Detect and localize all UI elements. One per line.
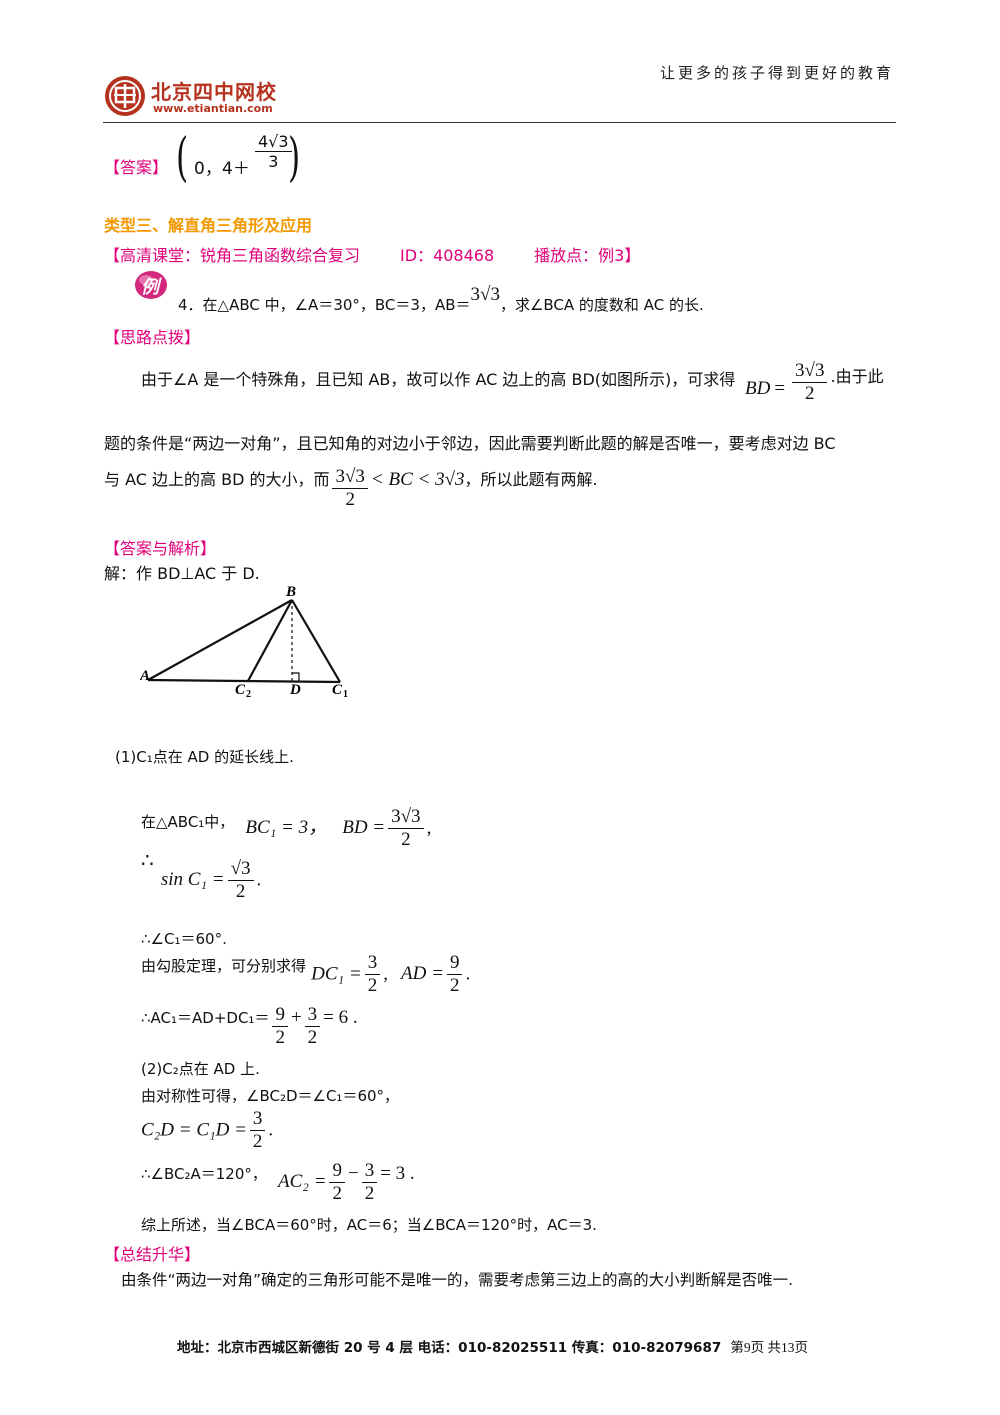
solution-label: 【答案与解析】: [104, 539, 217, 558]
summary-label: 【总结升华】: [104, 1245, 201, 1264]
hd-class-open: 【高清课堂：: [104, 246, 201, 265]
prev-answer-right-paren: ): [288, 128, 301, 188]
hint-line-2: 题的条件是“两边一对角”，且已知角的对边小于邻边，因此需要判断此题的解是否唯一，…: [104, 434, 836, 453]
example-badge-text: 例: [141, 277, 159, 298]
problem-part2: ，求∠BCA 的度数和 AC 的长.: [499, 296, 704, 314]
problem-ab-value: 3√3: [470, 284, 500, 305]
case-1-heading: (1)C₁点在 AD 的延长线上.: [115, 748, 294, 766]
hd-class-point: 播放点：例3】: [534, 246, 641, 265]
prev-answer-plus: 4＋: [222, 159, 250, 179]
problem-part1: 4．在△ABC 中，∠A＝30°，BC＝3，AB＝: [178, 296, 471, 314]
summary-text: 由条件“两边一对角”确定的三角形可能不是唯一的，需要考虑第三边上的高的大小判断解…: [121, 1271, 793, 1289]
prev-answer-left-paren: (: [176, 128, 189, 188]
hd-class-id: ID：408468: [400, 246, 495, 265]
label-b: B: [285, 584, 296, 600]
segment-bc1: [291, 599, 341, 683]
ac1-line: ∴AC₁＝AD+DC₁＝ 9 2 + 3 2 = 6 .: [141, 1004, 358, 1048]
segment-ac1: [147, 678, 341, 684]
problem-statement: 4．在△ABC 中，∠A＝30°，BC＝3，AB＝3√3，求∠BCA 的度数和 …: [178, 284, 704, 316]
hd-class-line: 【高清课堂：锐角三角函数综合复习 ID：408468 播放点：例3】: [104, 242, 640, 266]
page-footer: 地址：北京市西城区新德街 20 号 4 层 电话：010-82025511 传真…: [177, 1336, 808, 1356]
prev-answer-label: 【答案】: [104, 158, 169, 177]
hint-bd-expression: BD = 3√3 2 .由于此: [745, 360, 884, 404]
header-slogan: 让更多的孩子得到更好的教育: [660, 64, 895, 82]
footer-address: 地址：北京市西城区新德街 20 号 4 层 电话：010-82025511 传真…: [177, 1340, 722, 1356]
conclusion-line: 综上所述，当∠BCA＝60°时，AC＝6；当∠BCA＝120°时，AC＝3.: [141, 1216, 597, 1234]
logo: 北京四中网校 www.etiantian.com: [103, 74, 303, 118]
hint-line-3: 与 AC 边上的高 BD 的大小，而 3√3 2 < BC < 3√3，所以此题…: [104, 466, 598, 510]
example-badge-icon: [135, 271, 167, 299]
label-c2: C: [235, 682, 246, 698]
logo-name: 北京四中网校: [151, 80, 277, 104]
triangle-diagram: A B C 2 D C 1: [140, 584, 348, 700]
hint-label: 【思路点拨】: [104, 328, 201, 347]
hd-class-topic: 锐角三角函数综合复习: [200, 246, 361, 265]
solution-intro: 解：作 BD⊥AC 于 D.: [104, 564, 260, 583]
label-d: D: [289, 682, 301, 698]
prev-answer-fraction: 4√3 3: [255, 132, 292, 172]
segment-bc2: [247, 599, 293, 682]
angle-c1-result: ∴∠C₁＝60°.: [141, 930, 227, 948]
hint-line-1: 由于∠A 是一个特殊角，且已知 AB，故可以作 AC 边上的高 BD(如图所示)…: [141, 370, 736, 389]
segment-ab: [147, 599, 293, 681]
pythagoras-line: 由勾股定理，可分别求得 DC₁ = 3 2 , AD = 9 2 .: [141, 952, 471, 996]
header-rule: [103, 122, 896, 123]
example-badge: 例: [132, 268, 172, 302]
label-c1: C: [332, 682, 343, 698]
right-angle-mark: [292, 672, 300, 681]
sin-c1-line: ∴ sin C₁ = √3 2 .: [141, 850, 262, 902]
section-title: 类型三、解直角三角形及应用: [104, 216, 313, 235]
symmetry-line: 由对称性可得，∠BC₂D＝∠C₁＝60°，: [141, 1087, 400, 1105]
label-c2-sub: 2: [246, 689, 251, 700]
label-a: A: [140, 668, 150, 684]
footer-page-number: 第9页 共13页: [730, 1340, 808, 1355]
ac2-line: ∴∠BC₂A＝120°， AC₂ = 9 2 − 3 2 = 3 .: [141, 1160, 415, 1204]
label-c1-sub: 1: [343, 689, 348, 700]
logo-emblem-icon: [105, 76, 145, 116]
case-1-given: 在△ABC₁中， BC₁ = 3， BD = 3√3 2 ,: [141, 806, 432, 850]
logo-url: www.etiantian.com: [153, 102, 273, 115]
case-2-heading: (2)C₂点在 AD 上.: [141, 1060, 260, 1078]
c2d-line: C₂D = C₁D = 3 2 .: [141, 1108, 274, 1152]
prev-answer-zero: 0，: [194, 159, 222, 179]
